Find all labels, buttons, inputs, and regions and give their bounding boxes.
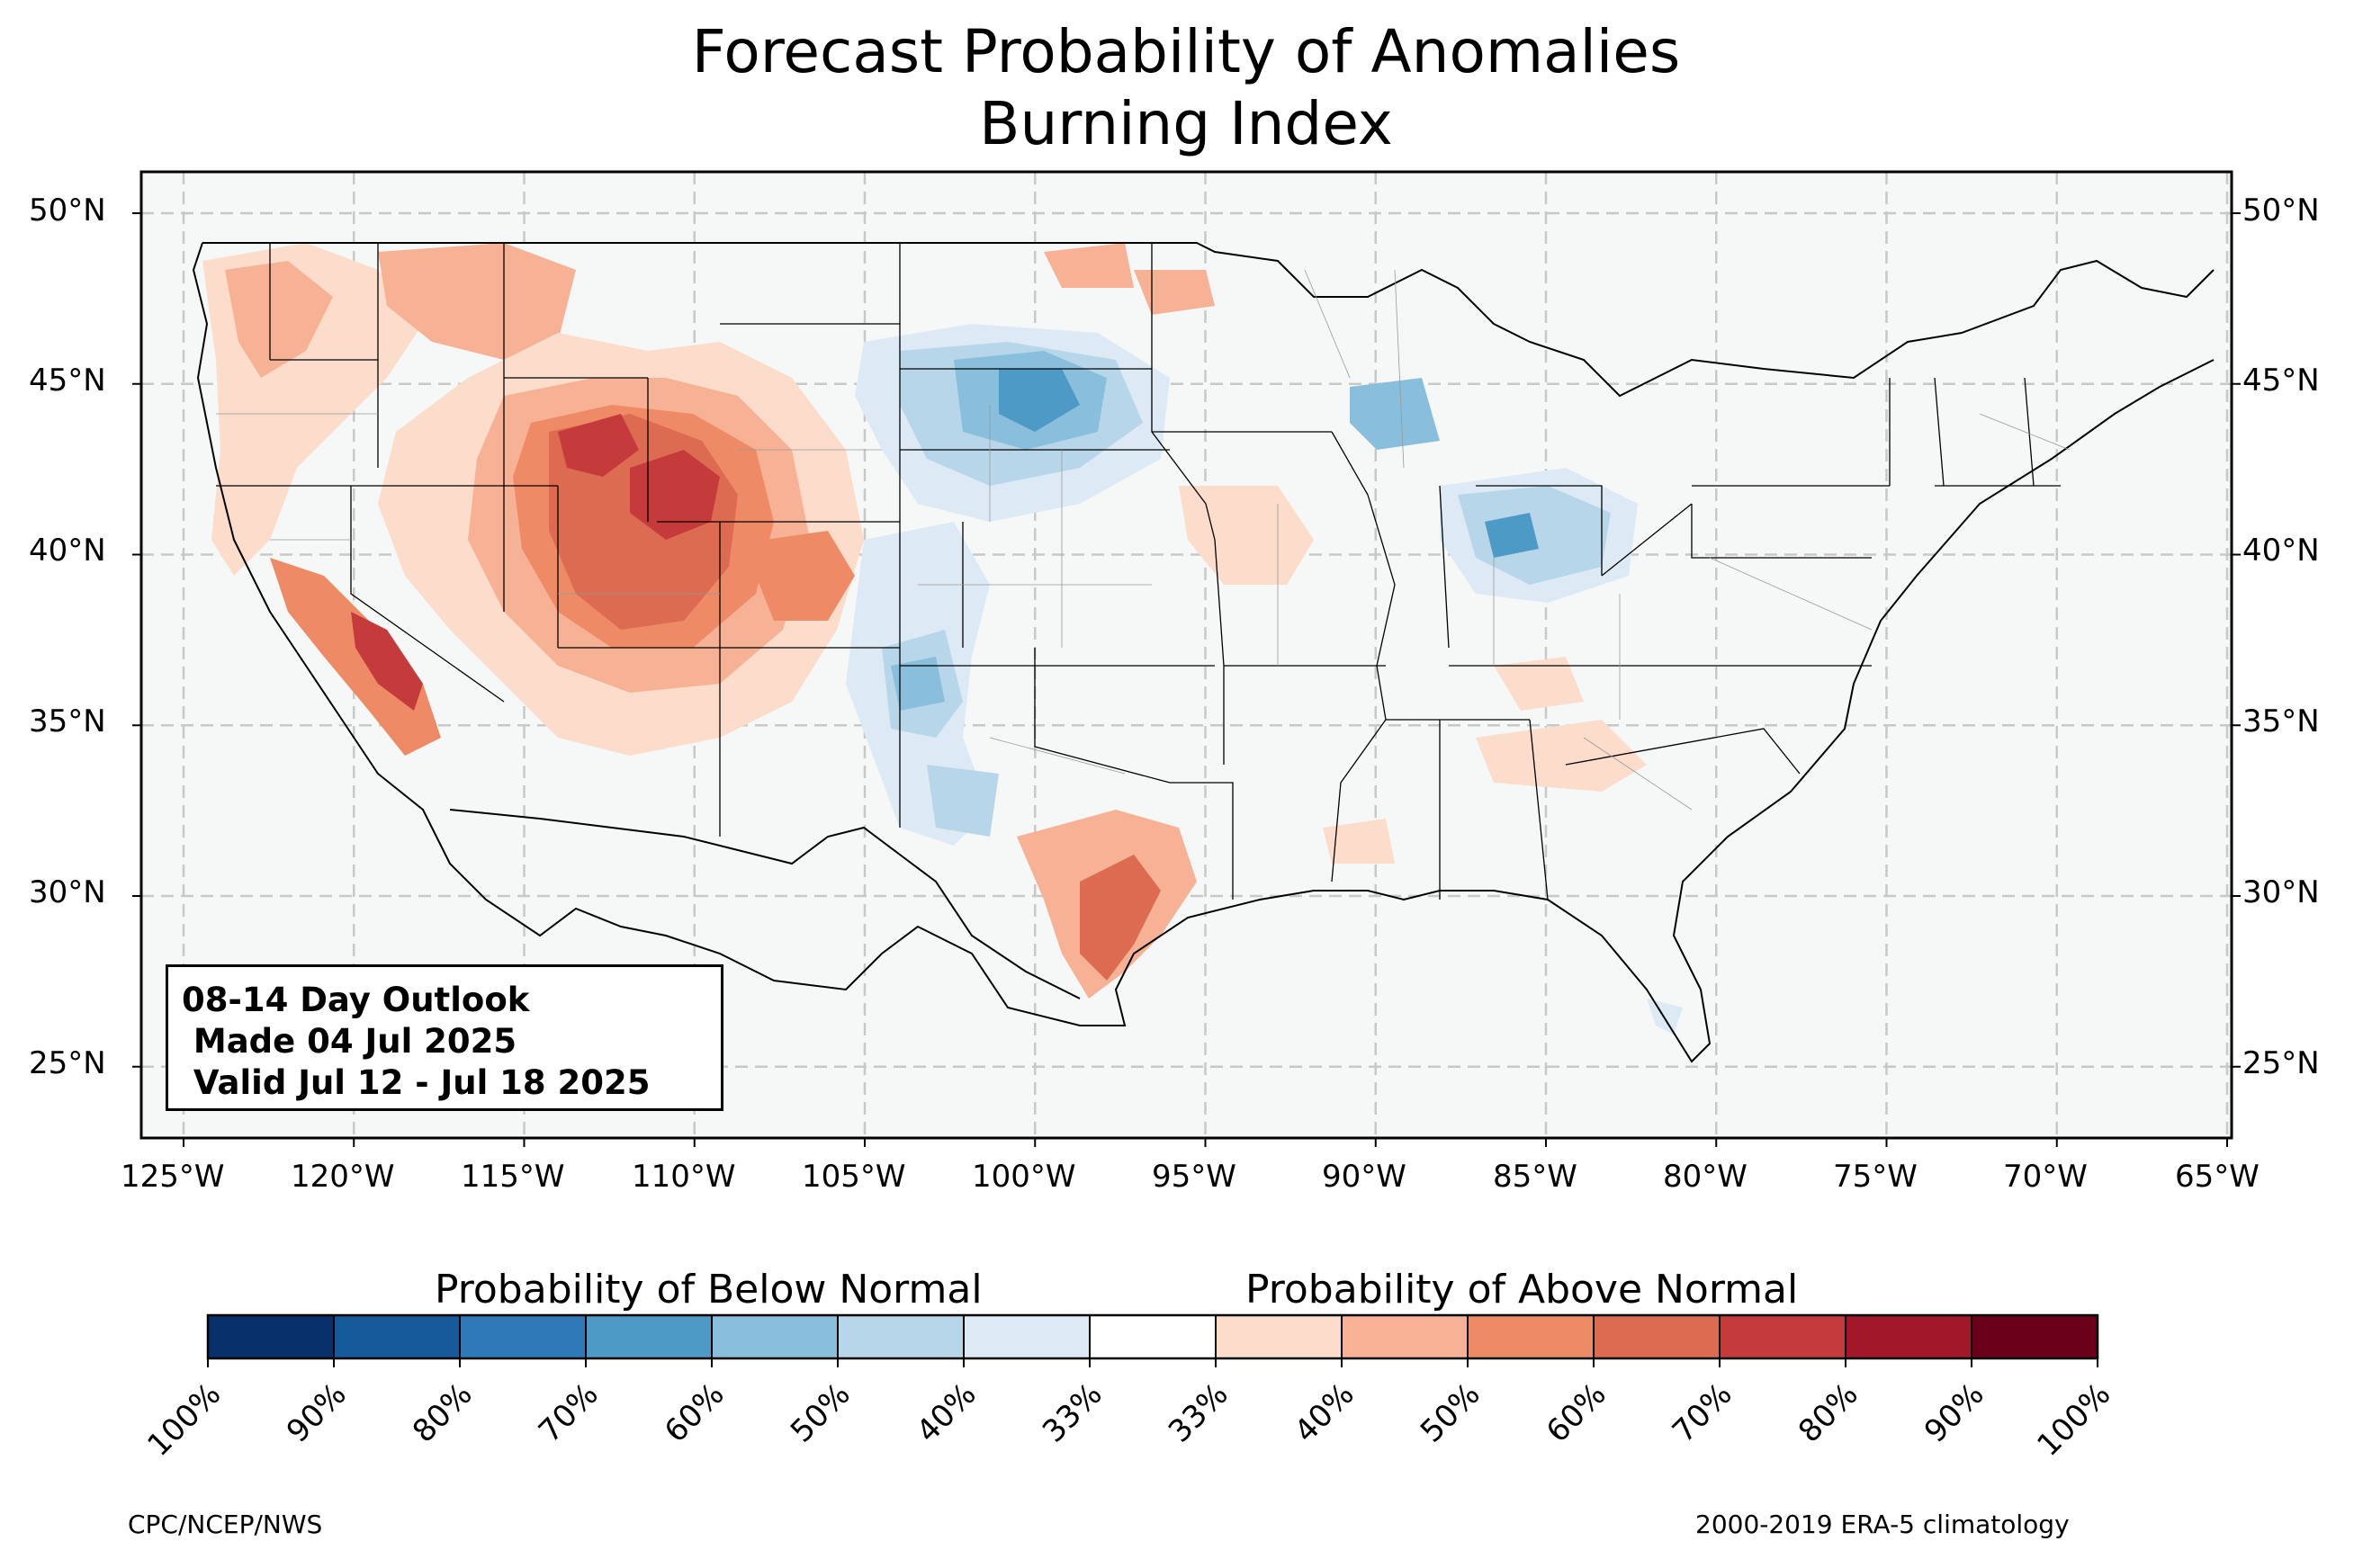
- lat-label: 50°N: [2242, 193, 2320, 228]
- anomaly-kentucky: [1494, 657, 1584, 711]
- anomaly-colorado: [756, 531, 855, 621]
- colorbar-segment: [1216, 1315, 1343, 1358]
- above-normal-regions: [202, 243, 1647, 999]
- colorbar-segment: [1468, 1315, 1595, 1358]
- anomaly-louisiana: [1323, 819, 1395, 864]
- anomaly-montana-north: [1044, 243, 1134, 288]
- lon-label: 120°W: [291, 1159, 395, 1195]
- colorbar-segment: [208, 1315, 335, 1358]
- lat-label: 25°N: [29, 1045, 106, 1081]
- canada-border: [202, 242, 2215, 398]
- lat-label: 30°N: [2242, 874, 2320, 910]
- lat-label: 30°N: [29, 874, 106, 910]
- lat-label: 35°N: [2242, 703, 2320, 739]
- lon-label: 100°W: [972, 1159, 1076, 1195]
- anomaly-pnw-core: [225, 261, 333, 378]
- lon-label: 105°W: [802, 1159, 906, 1195]
- lon-label: 85°W: [1493, 1159, 1577, 1195]
- colorbar-segment: [1720, 1315, 1846, 1358]
- anomaly-florida: [1647, 999, 1683, 1035]
- lon-label: 90°W: [1322, 1159, 1406, 1195]
- lon-label: 115°W: [461, 1159, 565, 1195]
- anomaly-iowa: [1179, 486, 1314, 585]
- title-line-2: Burning Index: [979, 89, 1393, 158]
- chart-title: Forecast Probability of Anomalies Burnin…: [0, 16, 2372, 160]
- colorbar-segment: [838, 1315, 965, 1358]
- colorbar-segment: [334, 1315, 461, 1358]
- lon-label: 70°W: [2003, 1159, 2088, 1195]
- anomaly-california-outer: [270, 558, 441, 756]
- map-content: [141, 172, 2232, 1138]
- map-frame: [139, 170, 2233, 1140]
- anomaly-texas-panhandle: [927, 765, 999, 837]
- anomaly-texas-core: [1080, 855, 1161, 981]
- conus-outline: [192, 242, 2215, 1063]
- colorbar-segment: [1342, 1315, 1469, 1358]
- colorbar-segment: [1972, 1315, 2098, 1358]
- anomaly-ohio-valley-core: [1485, 513, 1539, 558]
- colorbar-segment: [1846, 1315, 1972, 1358]
- lon-label: 95°W: [1152, 1159, 1236, 1195]
- colorbar: [206, 1313, 2099, 1367]
- mexico-border: [449, 809, 1081, 999]
- anomaly-southeast-1: [1476, 720, 1647, 792]
- colorbar-segment: [586, 1315, 713, 1358]
- outlook-period: 08-14 Day Outlook: [182, 981, 530, 1019]
- lat-label: 45°N: [2242, 363, 2320, 399]
- lon-label: 110°W: [632, 1159, 736, 1195]
- anomaly-california-core: [351, 612, 423, 711]
- lat-label: 25°N: [2242, 1045, 2320, 1081]
- colorbar-above-label: Probability of Above Normal: [1245, 1267, 1799, 1313]
- colorbar-below-label: Probability of Below Normal: [435, 1267, 983, 1313]
- lat-label: 40°N: [29, 533, 106, 569]
- outlook-info-box: 08-14 Day Outlook Made 04 Jul 2025 Valid…: [166, 964, 723, 1111]
- footer-climatology: 2000-2019 ERA-5 climatology: [1695, 1510, 2070, 1539]
- state-borders: [216, 243, 2061, 900]
- colorbar-segment: [1594, 1315, 1721, 1358]
- lon-label: 125°W: [121, 1159, 225, 1195]
- outlook-valid-range: Valid Jul 12 - Jul 18 2025: [182, 1063, 651, 1102]
- lat-label: 45°N: [29, 363, 106, 399]
- title-line-1: Forecast Probability of Anomalies: [691, 17, 1681, 86]
- lon-label: 75°W: [1833, 1159, 1918, 1195]
- lat-label: 40°N: [2242, 533, 2320, 569]
- anomaly-upper-midwest: [1350, 378, 1440, 450]
- colorbar-segment: [1090, 1315, 1217, 1358]
- borders: [192, 242, 2215, 1063]
- footer-credit: CPC/NCEP/NWS: [128, 1510, 323, 1539]
- anomaly-northern-plains-core: [999, 369, 1080, 432]
- axis-ticks: [132, 212, 2241, 1147]
- colorbar-outline: [206, 1313, 2099, 1360]
- lat-label: 50°N: [29, 193, 106, 228]
- anomaly-wyoming-peak: [630, 450, 720, 540]
- colorbar-segment: [712, 1315, 839, 1358]
- colorbar-segment: [964, 1315, 1091, 1358]
- colorbar-segment: [460, 1315, 587, 1358]
- anomaly-northern-rockies: [378, 243, 576, 360]
- outlook-made-date: Made 04 Jul 2025: [182, 1022, 517, 1061]
- county-lines: [216, 269, 2071, 811]
- lat-label: 35°N: [29, 703, 106, 739]
- lon-label: 80°W: [1663, 1159, 1748, 1195]
- anomaly-southern-plains-core: [891, 657, 945, 711]
- anomaly-idaho-peak: [558, 414, 639, 477]
- lon-label: 65°W: [2175, 1159, 2260, 1195]
- anomaly-minnesota-north: [1134, 270, 1215, 315]
